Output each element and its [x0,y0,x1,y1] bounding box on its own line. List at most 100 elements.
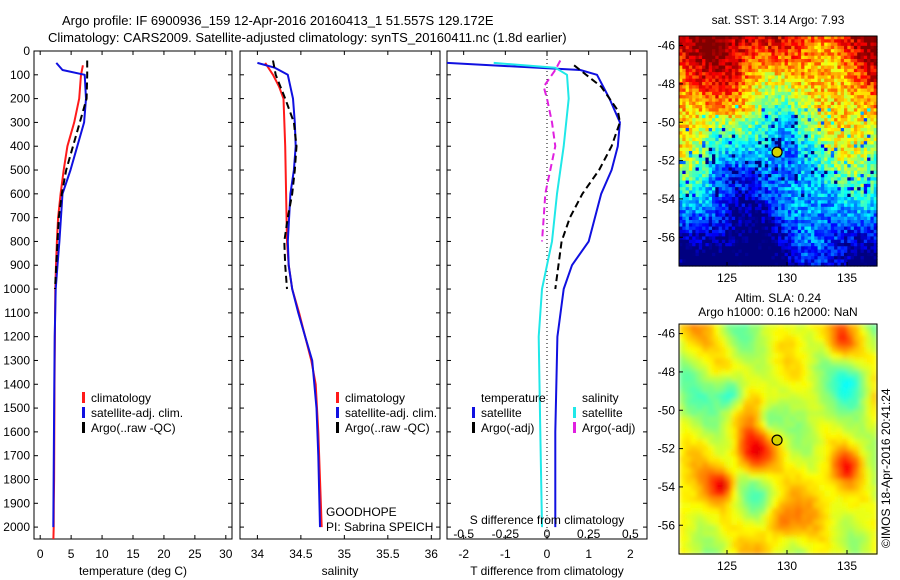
map-cell [721,262,726,267]
map-cell [797,101,802,106]
map-cell [702,210,706,215]
map-cell [735,187,739,192]
map-cell [761,52,766,57]
map-cell [745,154,749,159]
map-cell [795,381,802,388]
map-cell [853,118,858,123]
map-cell [867,82,871,86]
map-cell [817,216,822,221]
map-cell [820,144,825,149]
map-cell [728,229,733,234]
map-cell [692,98,697,103]
map-cell [728,233,733,238]
map-cell [682,49,687,54]
map-cell [685,216,690,221]
map-cell [781,121,786,126]
map-cell [748,157,753,162]
map-cell [758,197,763,201]
map-cell [748,375,756,383]
map-cell [817,52,822,57]
map-cell [774,246,779,251]
map-cell [774,68,779,73]
map-cell [768,226,772,231]
map-cell [778,95,782,100]
map-cell [787,197,792,201]
map-cell [712,151,716,155]
map-cell [766,358,773,365]
map-cell [705,226,710,231]
map-cell [781,252,786,257]
map-cell [860,203,865,208]
map-cell [820,121,825,126]
map-cell [860,180,865,185]
map-cell [679,226,683,231]
map-cell [847,223,852,228]
map-cell [801,45,805,50]
map-cell [811,249,815,254]
map-cell [715,206,720,211]
map-cell [761,111,766,116]
map-cell [771,114,776,119]
map-cell [834,223,838,228]
map-cell [812,387,820,394]
map-cell [708,121,713,126]
map-cell [830,226,835,231]
map-cell [715,262,720,267]
map-cell [860,236,865,241]
map-cell [847,236,852,241]
map-cell [797,170,802,175]
map-cell [801,137,805,142]
map-cell [731,370,738,377]
map-cell [718,239,723,244]
map-cell [830,111,835,116]
legend-swatch-argo [336,422,339,433]
map-cell [768,252,772,257]
map-cell [718,52,723,57]
map-cell [814,187,819,192]
map-cell [801,262,805,267]
map-cell [837,128,842,132]
map-cell [764,114,769,119]
map-cell [867,52,871,57]
map-cell [745,193,749,198]
map-cell [692,206,697,211]
map-cell [794,134,799,139]
map-cell [853,167,858,172]
map-cell [795,393,802,400]
map-cell [853,220,858,224]
map-cell [847,243,852,247]
map-cell [827,164,832,169]
map-cell [696,352,703,360]
map-cell [873,131,878,136]
legend-swatch-climatology [82,392,85,403]
map-cell [847,121,852,126]
map-cell [811,160,815,165]
map-cell [797,141,802,146]
map-cell [824,183,829,188]
map-cell [708,128,713,132]
map-cell [764,42,769,47]
map-cell [847,98,852,103]
map-cell [784,131,789,136]
map-cell [768,141,772,146]
map-cell [787,78,792,83]
map-cell [758,229,763,234]
map-cell [840,167,845,172]
map-cell [754,144,759,149]
map-cell [834,78,838,83]
map-cell [725,167,730,172]
map-cell [768,131,772,136]
map-cell [817,177,822,182]
map-cell [804,111,809,116]
map-cell [847,151,852,155]
map-cell [784,91,789,96]
map-cell [761,213,766,218]
map-cell [702,324,709,331]
map-cell [865,398,872,406]
map-cell [827,52,832,57]
map-cell [738,128,743,132]
map-cell [761,65,766,70]
map-cell [847,45,852,50]
map-cell [748,246,753,251]
map-cell [778,203,782,208]
